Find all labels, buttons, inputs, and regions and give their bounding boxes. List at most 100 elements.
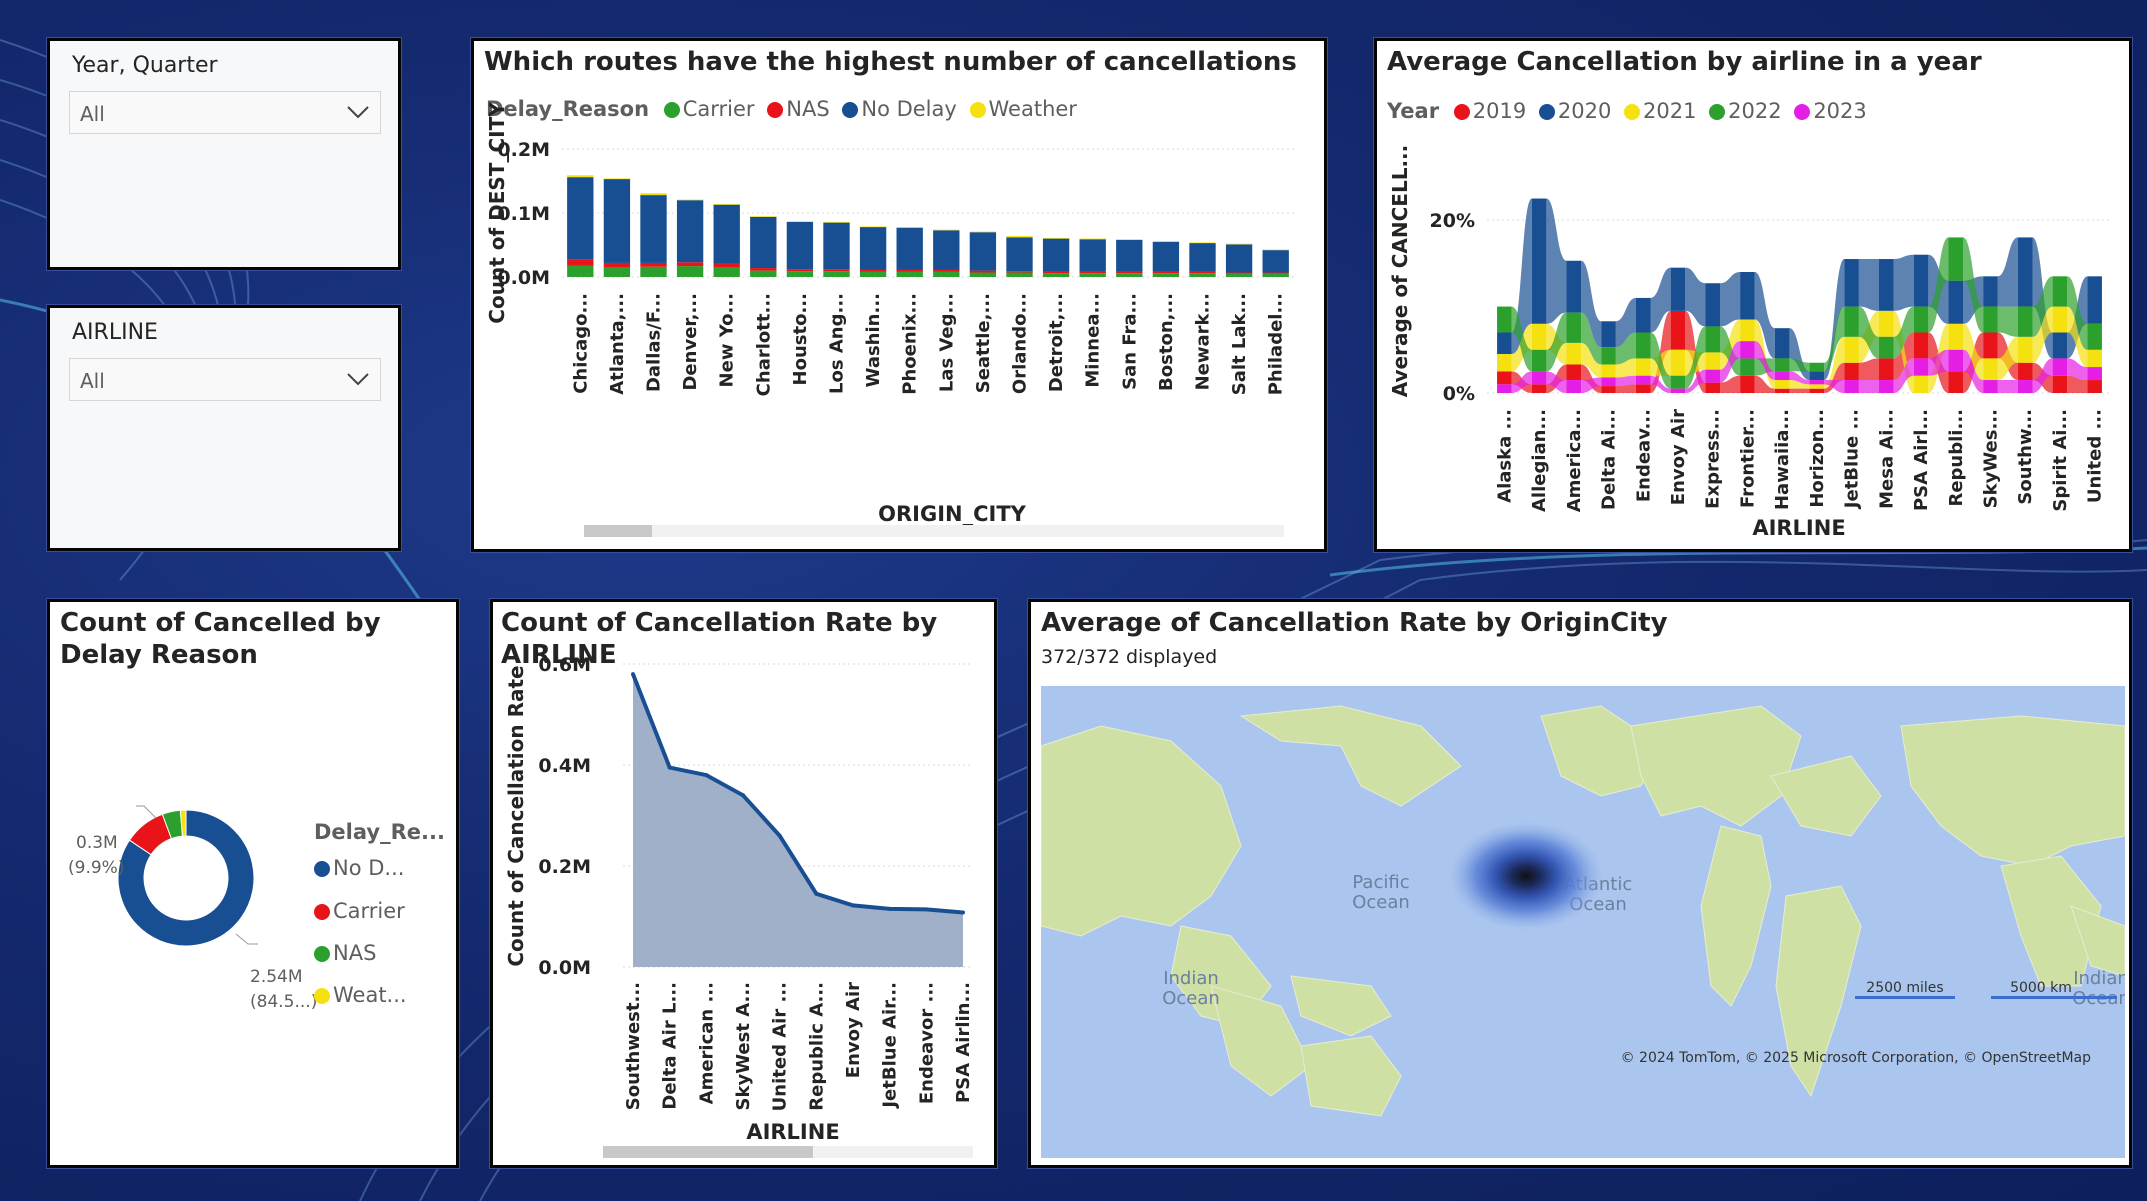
ribbon-2022 — [1997, 306, 2018, 337]
ribbon-2023 — [1719, 341, 1741, 383]
legend-item-2022[interactable]: 2022 — [1709, 99, 1782, 123]
bar-segment-weather — [1042, 237, 1070, 239]
x-tick-label: Mesa Ai... — [1876, 409, 1897, 509]
ribbon-2022 — [1789, 358, 1810, 372]
x-tick-label: United Air ... — [770, 982, 791, 1111]
ribbon-bar-2019 — [1670, 310, 1686, 350]
ribbon-bar-2020 — [2052, 332, 2068, 359]
indian2-label-line1: Indian — [2073, 968, 2125, 989]
x-tick-label: Seattle,... — [973, 293, 994, 393]
bar-segment-nas — [1225, 272, 1253, 274]
x-tick-label: Chicago... — [570, 293, 591, 394]
x-tick-label: Newark... — [1193, 293, 1214, 390]
ribbon-bar-2019 — [1497, 371, 1512, 385]
ribbon-2023 — [1858, 380, 1880, 393]
map-attribution[interactable]: © 2024 TomTom, © 2025 Microsoft Corporat… — [1621, 1050, 2092, 1066]
ribbon-bar-2019 — [1948, 371, 1964, 393]
ribbon-bar-2021 — [1740, 319, 1755, 342]
rate-plot: 0.0M 0.2M 0.4M 0.6M Count of Cancellation Ra… — [504, 654, 974, 1158]
map-displayed-count: 372/372 displayed — [1041, 646, 1218, 668]
legend-item-2020[interactable]: 2020 — [1538, 99, 1611, 123]
x-tick-label: Phoenix... — [900, 293, 921, 395]
x-tick-label: Charlott... — [753, 293, 774, 396]
bar-segment-carrier — [1262, 273, 1289, 277]
legend-item-weather[interactable]: Weat... — [314, 983, 407, 1007]
ribbon-bar-2023 — [1913, 358, 1929, 376]
world-map[interactable]: Pacific Ocean Atlantic Ocean Indian Ocea… — [1041, 686, 2125, 1158]
indian-label-line1: Indian — [1163, 968, 1219, 989]
ribbon-2022 — [1824, 306, 1845, 372]
legend-item-weather[interactable]: Weather — [969, 97, 1077, 121]
ribbon-bar-2022 — [1740, 358, 1755, 376]
scrollbar-track — [584, 525, 1284, 537]
ribbon-bar-2021 — [1601, 364, 1616, 378]
ribbon-bar-2019 — [1844, 362, 1859, 381]
legend-item-no-delay[interactable]: No Delay — [842, 97, 957, 121]
legend-item-2021[interactable]: 2021 — [1624, 99, 1696, 123]
bar-segment-weather — [1262, 249, 1289, 251]
bar-segment-carrier — [933, 271, 960, 277]
x-tick-label: Southwest... — [623, 982, 644, 1110]
ribbon-bar-2019 — [1774, 388, 1790, 393]
ribbon-bar-2020 — [2017, 237, 2033, 307]
scrollbar-thumb[interactable] — [603, 1146, 813, 1158]
legend-item-no-delay[interactable]: No D... — [314, 856, 404, 880]
legend-item-2019[interactable]: 2019 — [1453, 99, 1526, 123]
legend-item-carrier[interactable]: Carrier — [663, 97, 755, 121]
pacific-label-line2: Ocean — [1352, 892, 1410, 913]
ribbon-bar-2022 — [1705, 326, 1720, 353]
donut-slice-3[interactable] — [179, 809, 187, 837]
data-point — [631, 672, 635, 677]
ribbon-bar-2019 — [1740, 375, 1755, 393]
ribbon-2022 — [1685, 326, 1706, 389]
ribbon-bar-2022 — [2052, 276, 2068, 307]
ribbon-2021 — [1789, 380, 1810, 389]
bar-segment-nas — [786, 269, 814, 272]
x-tick-label: America... — [1564, 409, 1585, 512]
bar-segment-weather — [1079, 238, 1106, 240]
scrollbar-thumb[interactable] — [584, 525, 652, 537]
slice-pct-label: (9.9%) — [68, 858, 124, 878]
bar-segment-no-delay — [859, 227, 887, 270]
bar-segment-nas — [713, 263, 740, 268]
ribbon-2022 — [1650, 332, 1671, 389]
year-quarter-dropdown[interactable]: All — [69, 91, 381, 134]
legend-item-nas[interactable]: NAS — [314, 941, 376, 965]
x-tick-label: United ... — [2085, 409, 2106, 503]
slicer-title: AIRLINE — [72, 320, 158, 345]
cancellation-heat-cluster[interactable] — [1448, 821, 1604, 931]
legend-item-nas[interactable]: NAS — [767, 97, 830, 121]
ribbon-2022 — [2067, 276, 2088, 350]
ribbon-bar-2021 — [1635, 358, 1651, 376]
ribbon-2022 — [2032, 276, 2053, 337]
ribbon-bar-2023 — [1566, 380, 1582, 393]
legend-item-carrier[interactable]: Carrier — [314, 899, 405, 923]
ribbon-bar-2020 — [1913, 254, 1929, 307]
ribbon-2019 — [1858, 358, 1880, 381]
y-tick-label: 0.2M — [497, 139, 550, 161]
leader-line — [235, 933, 258, 945]
x-tick-label: Dallas/F... — [644, 293, 665, 392]
ribbon-2021 — [1581, 342, 1602, 378]
ribbon-bar-2021 — [1497, 354, 1512, 372]
bar-segment-weather — [1225, 243, 1253, 245]
bar-segment-no-delay — [1152, 241, 1180, 272]
x-axis-label: AIRLINE — [1752, 516, 1845, 540]
bar-segment-weather — [933, 229, 960, 231]
ribbon-bar-2020 — [1844, 259, 1859, 307]
data-point — [777, 833, 782, 838]
airline-dropdown[interactable]: All — [69, 358, 381, 401]
legend-item-2023[interactable]: 2023 — [1794, 99, 1867, 123]
bar-segment-carrier — [823, 271, 850, 277]
data-point — [887, 906, 892, 911]
ribbon-2020 — [1581, 260, 1602, 348]
ribbon-bar-2019 — [2052, 375, 2068, 393]
ribbon-bar-2020 — [1566, 260, 1582, 313]
data-point — [667, 765, 672, 770]
donut-chart-panel: Count of Cancelled by Delay Reason 2.54M… — [47, 599, 459, 1168]
ribbon-2020 — [1685, 267, 1706, 327]
rate-chart-panel: Count of Cancellation Rate by AIRLINE 0.… — [490, 599, 997, 1168]
ribbon-2019 — [2067, 375, 2088, 393]
donut-slice-0[interactable] — [117, 809, 255, 947]
x-tick-label: Republi... — [1946, 409, 1967, 507]
